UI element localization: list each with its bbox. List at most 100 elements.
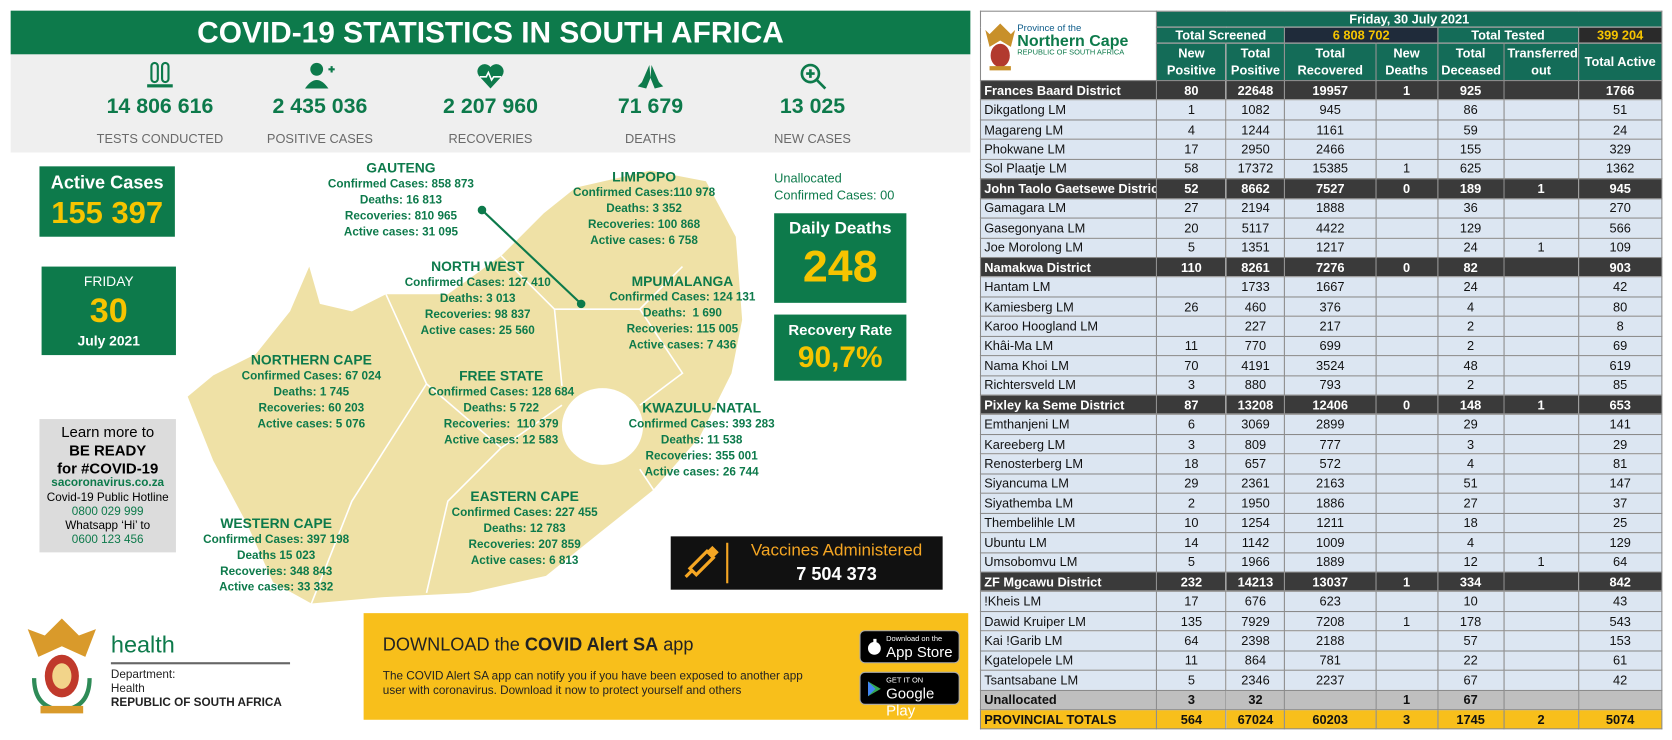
table-row: Magareng LM 4 1244 1161 59 24 [979, 119, 1663, 141]
summary-cell: 399 204 [1577, 26, 1663, 44]
name-cell: Kgatelopele LM [979, 650, 1158, 671]
number-cell: 42 [1577, 276, 1663, 298]
province-stat: Confirmed Cases: 227 455 [451, 506, 598, 520]
number-cell: 4191 [1225, 355, 1286, 376]
number-cell: 14 [1156, 532, 1227, 553]
number-cell: 945 [1284, 99, 1377, 121]
name-cell: Kareeberg LM [979, 433, 1158, 455]
number-cell [1503, 119, 1579, 141]
number-cell [1503, 453, 1579, 475]
number-cell [1503, 138, 1579, 160]
recovery-rate-value: 90,7% [797, 340, 883, 374]
number-cell: 1 [1375, 571, 1439, 593]
province-stat: Active cases: 7 436 [628, 339, 737, 352]
icon [637, 65, 664, 89]
number-cell: 945 [1577, 178, 1663, 200]
date-cell: Friday, 30 July 2021 [1156, 10, 1663, 28]
province-stat: Deaths: 1 690 [642, 307, 722, 320]
number-cell: 86 [1436, 99, 1505, 121]
number-cell: 64 [1577, 551, 1663, 573]
number-cell [1503, 473, 1579, 494]
table-row: Joe Morolong LM 5 1351 1217 24 1 109 [979, 237, 1663, 258]
number-cell: 29 [1436, 414, 1505, 435]
number-cell: 1 [1156, 99, 1227, 121]
province-stat: Deaths: 5 722 [463, 402, 539, 415]
name-cell: John Taolo Gaetsewe District [979, 178, 1158, 200]
name-cell: Joe Morolong LM [979, 237, 1158, 258]
logo-sub: REPUBLIC OF SOUTH AFRICA [1017, 49, 1125, 57]
number-cell: 67 [1436, 689, 1505, 711]
table-row: Unallocated 3 32 1 67 [979, 689, 1663, 711]
number-cell [1503, 571, 1579, 593]
number-cell: 770 [1225, 335, 1286, 357]
number-cell [1375, 433, 1439, 455]
number-cell: 1886 [1284, 492, 1377, 514]
number-cell: 1362 [1577, 158, 1663, 180]
province-stat: Active cases: 12 583 [444, 433, 559, 447]
number-cell [1375, 669, 1439, 691]
number-cell: 4422 [1284, 217, 1377, 239]
number-cell: 1082 [1225, 99, 1286, 121]
stat-icon [304, 61, 335, 91]
store-button[interactable]: GET IT ON Google Play [859, 671, 960, 719]
store-icon [866, 638, 883, 656]
app-suffix: app [663, 634, 694, 655]
name-cell: Gasegonyana LM [979, 217, 1158, 239]
number-cell [1375, 217, 1439, 239]
number-cell: 11 [1156, 335, 1227, 357]
number-cell [1375, 551, 1439, 573]
number-cell: 1745 [1436, 709, 1505, 730]
name-cell: Emthanjeni LM [979, 414, 1158, 435]
table-row: ZF Mgcawu District 232 14213 13037 1 334 842 [979, 571, 1663, 593]
number-cell [1375, 650, 1439, 671]
vaccines-box: Vaccines Administered 7 504 373 [670, 536, 943, 590]
number-cell: 232 [1156, 571, 1227, 593]
pointer-dot [576, 299, 586, 309]
number-cell [1503, 433, 1579, 455]
number-cell: 2 [1436, 374, 1505, 396]
number-cell [1503, 492, 1579, 514]
column-header: Total Positive [1225, 42, 1286, 82]
pointer-line [481, 209, 582, 305]
number-cell: 2237 [1284, 669, 1377, 691]
info-line: sacoronavirus.co.za [51, 477, 165, 490]
number-cell: 2899 [1284, 414, 1377, 435]
province-stat: Deaths: 16 813 [359, 194, 443, 207]
number-cell: 2346 [1225, 669, 1286, 691]
province-stat: Recoveries: 98 837 [424, 308, 531, 321]
number-cell: 3 [1375, 709, 1439, 730]
name-cell: Siyathemba LM [979, 492, 1158, 514]
active-cases-box: Active Cases 155 397 [39, 166, 175, 237]
number-cell: 2361 [1225, 473, 1286, 494]
number-cell: 2194 [1225, 197, 1286, 219]
number-cell: 87 [1156, 394, 1227, 416]
number-cell: 70 [1156, 355, 1227, 376]
table-row: Sol Plaatje LM 58 17372 15385 1 625 1362 [979, 158, 1663, 180]
logo-title: Northern Cape [1017, 31, 1129, 51]
app-name: COVID Alert SA [524, 634, 659, 655]
number-cell: 7208 [1284, 610, 1377, 632]
number-cell: 376 [1284, 296, 1377, 317]
lesotho [561, 388, 643, 465]
table-row: Ubuntu LM 14 1142 1009 4 129 [979, 532, 1663, 553]
summary-cell: 6 808 702 [1284, 26, 1439, 44]
province-stat: Recoveries: 115 005 [626, 323, 739, 336]
number-cell: 1889 [1284, 551, 1377, 573]
province-name: GAUTENG [366, 159, 436, 176]
title-bar: COVID-19 STATISTICS IN SOUTH AFRICA [10, 10, 971, 55]
number-cell: 1 [1503, 237, 1579, 258]
number-cell: 903 [1577, 256, 1663, 278]
number-cell [1375, 335, 1439, 357]
name-cell: Thembelihle LM [979, 512, 1158, 534]
info-line: 0800 029 999 [71, 505, 144, 518]
number-cell [1375, 453, 1439, 475]
column-header: Transferred out [1503, 42, 1579, 82]
number-cell: 17372 [1225, 158, 1286, 180]
store-button[interactable]: Download on the App Store [859, 630, 960, 664]
province-stat: Active cases: 33 332 [219, 581, 334, 594]
number-cell: 82 [1436, 256, 1505, 278]
number-cell: 178 [1436, 610, 1505, 632]
number-cell: 22648 [1225, 79, 1286, 101]
number-cell [1375, 99, 1439, 121]
